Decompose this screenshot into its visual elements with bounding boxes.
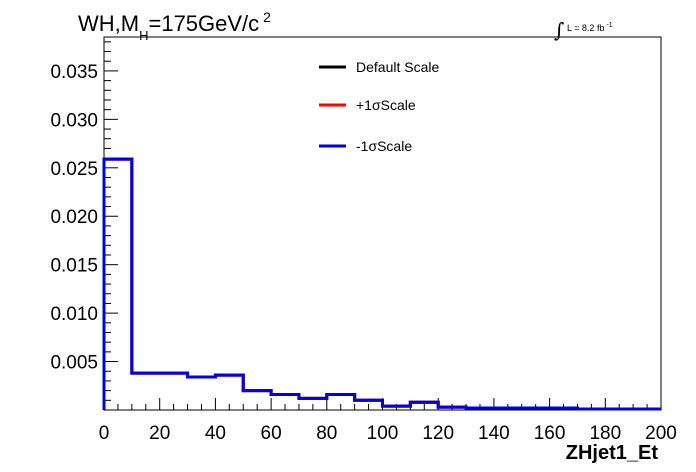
y-tick-label: 0.015: [50, 256, 98, 277]
x-tick-label: 160: [534, 423, 566, 444]
x-axis-label: ZHjet1_Et: [566, 442, 659, 464]
x-tick-label: 180: [589, 423, 621, 444]
x-tick-label: 60: [261, 423, 282, 444]
luminosity-text: L = 8.2 fb -1: [567, 22, 613, 33]
y-tick-label: 0.025: [50, 159, 98, 180]
x-tick-label: 100: [367, 423, 399, 444]
legend-label-minus-1sigma-scale: -1σScale: [356, 138, 412, 154]
series-line--1-scale: [102, 157, 661, 411]
y-tick-label: 0.010: [50, 304, 98, 325]
x-tick-label: 140: [478, 423, 510, 444]
legend-item-plus-1sigma-scale: +1σScale: [319, 97, 416, 113]
series-layer: [102, 157, 661, 411]
x-tick-label: 200: [645, 423, 677, 444]
x-tick-label: 40: [205, 423, 226, 444]
x-tick-label: 120: [422, 423, 454, 444]
y-tick-label: 0.005: [50, 353, 98, 374]
integral-symbol: ∫: [554, 18, 564, 42]
x-tick-label: 20: [149, 423, 170, 444]
chart-title: WH,MH=175GeV/c 2: [78, 9, 271, 43]
legend-label-plus-1sigma-scale: +1σScale: [356, 97, 416, 113]
x-tick-label: 80: [316, 423, 337, 444]
y-axis: 0.005 0.010 0.015 0.020 0.025 0.030 0.035: [50, 41, 118, 401]
y-tick-label: 0.035: [50, 62, 98, 83]
y-tick-label: 0.020: [50, 207, 98, 228]
legend: Default Scale +1σScale -1σScale: [319, 59, 439, 154]
x-tick-label: 0: [99, 423, 110, 444]
y-tick-label: 0.030: [50, 110, 98, 131]
x-axis: 0 20 40 60 80 100 120 140 160 180 200: [99, 398, 677, 444]
legend-label-default-scale: Default Scale: [356, 59, 439, 75]
luminosity-annotation: ∫ L = 8.2 fb -1: [554, 18, 613, 42]
legend-item-minus-1sigma-scale: -1σScale: [319, 138, 412, 154]
legend-item-default-scale: Default Scale: [319, 59, 439, 75]
